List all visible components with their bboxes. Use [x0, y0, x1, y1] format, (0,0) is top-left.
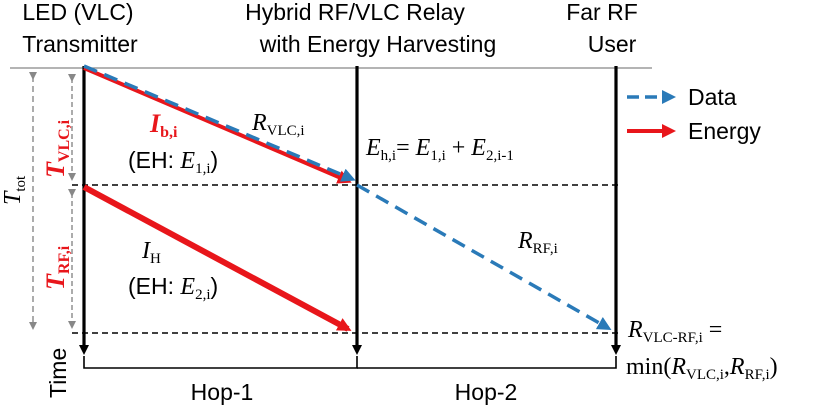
transmitter-header-line2: Transmitter [22, 31, 138, 57]
t-rf-label: TRF,i [41, 245, 73, 290]
i-b-label: Ib,i [149, 109, 178, 141]
time-axis-label: Time [45, 348, 71, 398]
user-header-line2: User [588, 31, 637, 57]
user-header-line1: Far RF [566, 0, 638, 25]
legend-energy-label: Energy [688, 118, 761, 144]
data-arrow-vlc [83, 64, 356, 182]
hop-1-label: Hop-1 [191, 379, 254, 405]
eh2-label: (EH: E2,i) [128, 273, 218, 303]
r-vlc-label: RVLC,i [251, 110, 305, 139]
eh1-label: (EH: E1,i) [128, 147, 218, 177]
energy-sum-equation: Eh,i= E1,i + E2,i-1 [365, 135, 514, 164]
r-vlc-rf-label: RVLC-RF,i = [627, 317, 722, 346]
relay-header-line2: with Energy Harvesting [259, 31, 497, 57]
i-h-label: IH [141, 238, 161, 267]
legend-data-label: Data [688, 84, 737, 110]
energy-arrow-hop1-slot1 [83, 66, 352, 184]
t-tot-label: Ttot [0, 175, 29, 205]
transmitter-header-line1: LED (VLC) [22, 0, 133, 25]
t-vlc-label: TVLC,i [41, 119, 73, 178]
energy-arrow-hop1-slot2 [82, 184, 352, 332]
data-arrow-rf [356, 183, 612, 330]
hop-bracket [83, 356, 617, 369]
min-rate-expression: min(RVLC,i,RRF,i) [626, 354, 778, 383]
relay-header-line1: Hybrid RF/VLC Relay [245, 0, 465, 25]
hop-2-label: Hop-2 [455, 379, 518, 405]
r-rf-label: RRF,i [517, 228, 558, 257]
